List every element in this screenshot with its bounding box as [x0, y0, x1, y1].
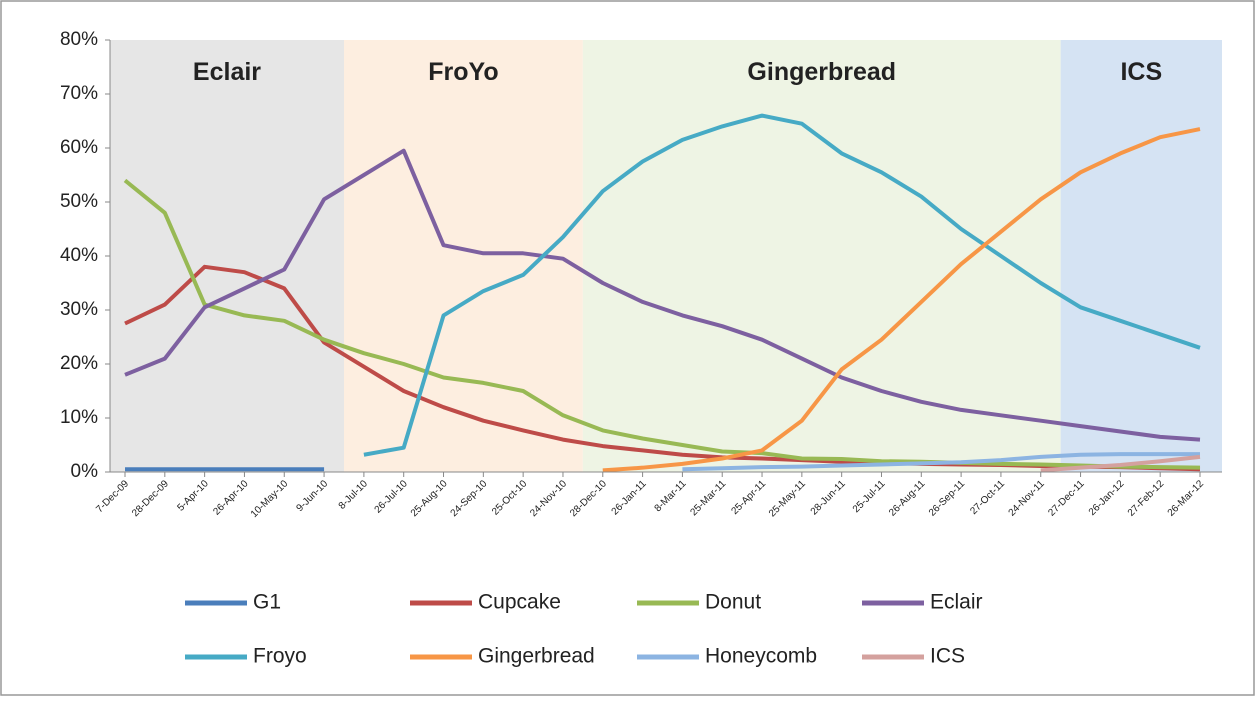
y-tick-label: 20%	[60, 353, 98, 374]
series-line	[363, 113, 1201, 457]
legend-label: ICS	[930, 645, 965, 668]
y-tick-label: 70%	[60, 83, 98, 104]
legend-label: Froyo	[253, 645, 307, 668]
era-band	[1060, 40, 1222, 472]
y-tick-label: 50%	[60, 191, 98, 212]
y-tick-label: 60%	[60, 137, 98, 158]
legend-label: Honeycomb	[705, 645, 817, 668]
era-label: ICS	[1120, 58, 1162, 86]
series-line	[602, 127, 1201, 473]
legend-label: Gingerbread	[478, 645, 595, 668]
y-tick-label: 80%	[60, 29, 98, 50]
era-label: Gingerbread	[747, 58, 896, 86]
series-line	[682, 452, 1200, 472]
y-tick-label: 0%	[71, 461, 99, 482]
legend-label: Cupcake	[478, 591, 561, 614]
y-tick-label: 10%	[60, 407, 98, 428]
series-line	[1040, 454, 1201, 473]
legend-label: Eclair	[930, 591, 983, 614]
era-band	[110, 40, 344, 472]
y-tick-label: 30%	[60, 299, 98, 320]
era-label: FroYo	[428, 58, 498, 86]
era-label: Eclair	[193, 58, 261, 86]
series-line	[123, 178, 1201, 470]
era-band	[582, 40, 1061, 472]
y-tick-label: 40%	[60, 245, 98, 266]
legend-label: G1	[253, 591, 281, 614]
series-line	[124, 148, 1201, 442]
legend-label: Donut	[705, 591, 761, 614]
